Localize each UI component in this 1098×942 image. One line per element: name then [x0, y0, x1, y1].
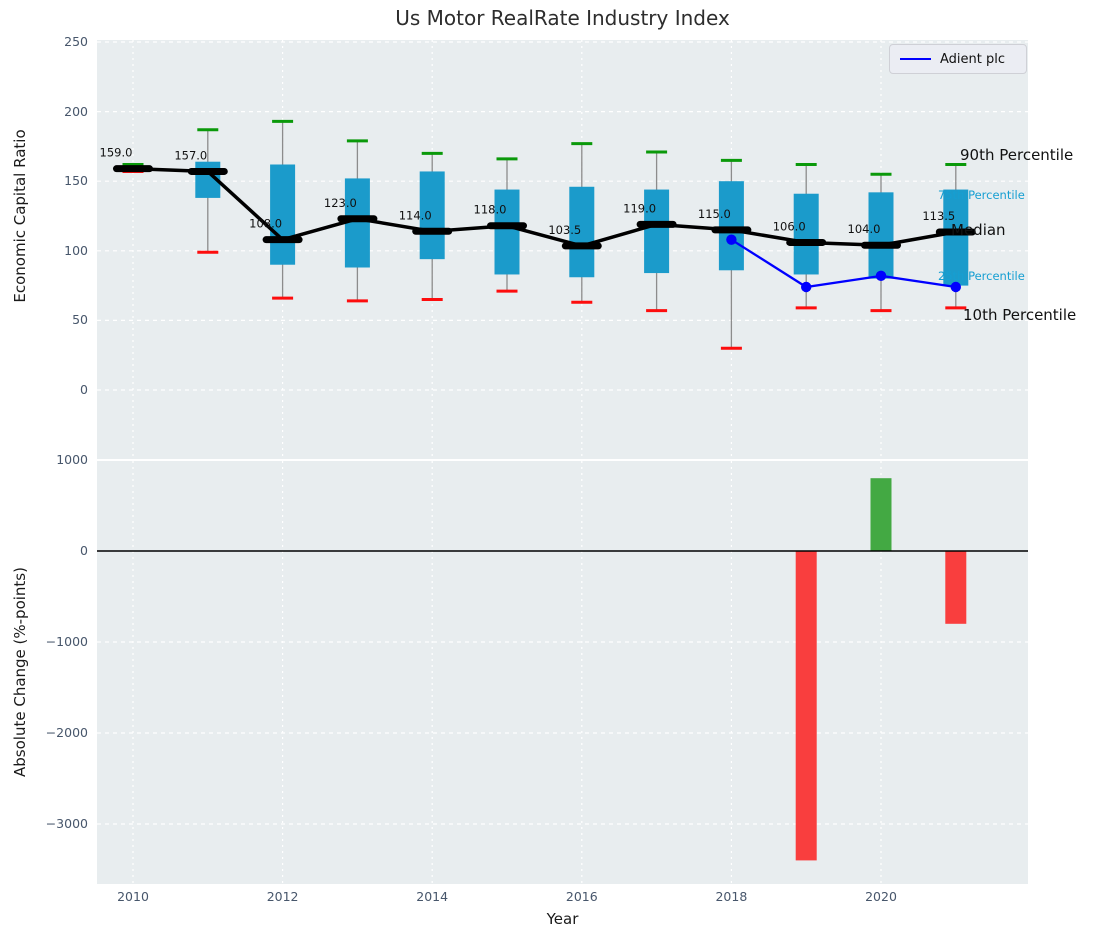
- top-panel-canvas: 159.0 157.0 108.0 123.0 114.0 118.0 103.5 119.0…: [97, 40, 1028, 459]
- median-value-label: 118.0: [474, 203, 507, 217]
- x-tick-2020: 2020: [851, 889, 911, 904]
- median-value-label: 159.0: [100, 146, 133, 160]
- annotation-10th-percentile: 10th Percentile: [963, 306, 1076, 324]
- iqr-box: [270, 164, 295, 264]
- adient-point: [951, 282, 961, 292]
- change-bar-2020: [871, 478, 892, 551]
- median-marker: [711, 226, 751, 233]
- median-marker: [337, 215, 377, 222]
- x-tick-2014: 2014: [402, 889, 462, 904]
- annotation-median: Median: [951, 221, 1006, 239]
- top-y-tick-150: 150: [26, 173, 88, 188]
- bottom-y-tick-1000: 1000: [26, 452, 88, 467]
- median-value-label: 123.0: [324, 196, 357, 210]
- top-y-tick-50: 50: [26, 312, 88, 327]
- x-axis-label: Year: [97, 910, 1028, 928]
- median-value-label: 103.5: [548, 223, 581, 237]
- median-value-label: 104.0: [848, 222, 881, 236]
- adient-point: [726, 234, 736, 244]
- annotation-90th-percentile: 90th Percentile: [960, 146, 1073, 164]
- top-panel: 159.0 157.0 108.0 123.0 114.0 118.0 103.5 119.0…: [97, 40, 1028, 459]
- annotation-75th-percentile: 75th Percentile: [938, 188, 1025, 202]
- x-tick-2018: 2018: [701, 889, 761, 904]
- median-marker: [188, 168, 228, 175]
- top-y-tick-200: 200: [26, 104, 88, 119]
- annotation-25th-percentile: 25th Percentile: [938, 269, 1025, 283]
- bottom-y-tick--2000: −2000: [26, 725, 88, 740]
- bottom-y-tick--3000: −3000: [26, 816, 88, 831]
- top-y-tick-250: 250: [26, 34, 88, 49]
- x-tick-2010: 2010: [103, 889, 163, 904]
- chart-title: Us Motor RealRate Industry Index: [97, 6, 1028, 30]
- change-bar-2019: [796, 551, 817, 860]
- median-value-label: 108.0: [249, 217, 282, 231]
- median-marker: [263, 236, 303, 243]
- median-value-label: 157.0: [174, 148, 207, 162]
- median-value-label: 119.0: [623, 201, 656, 215]
- iqr-box: [719, 181, 744, 270]
- median-marker: [562, 242, 602, 249]
- median-marker: [786, 239, 826, 246]
- legend-line-icon: [900, 58, 931, 60]
- top-y-tick-100: 100: [26, 243, 88, 258]
- x-tick-2012: 2012: [253, 889, 313, 904]
- median-value-label: 114.0: [399, 208, 432, 222]
- x-tick-2016: 2016: [552, 889, 612, 904]
- adient-line: [731, 240, 955, 287]
- legend-label: Adient plc: [940, 52, 1005, 67]
- adient-point: [801, 282, 811, 292]
- adient-point: [876, 271, 886, 281]
- change-bar-2021: [945, 551, 966, 624]
- figure: Us Motor RealRate Industry Index 159.015…: [0, 0, 1098, 942]
- median-marker: [412, 228, 452, 235]
- median-marker: [487, 222, 527, 229]
- median-marker: [861, 242, 901, 249]
- bottom-y-tick-0: 0: [26, 543, 88, 558]
- top-y-tick-0: 0: [26, 382, 88, 397]
- bottom-y-axis-label: Absolute Change (%-points): [11, 567, 29, 777]
- median-value-label: 115.0: [698, 207, 731, 221]
- bottom-y-tick--1000: −1000: [26, 634, 88, 649]
- median-trend-line: [133, 169, 956, 246]
- top-y-axis-label: Economic Capital Ratio: [11, 129, 29, 302]
- bottom-panel-canvas: [97, 461, 1028, 884]
- median-value-label: 106.0: [773, 219, 806, 233]
- median-marker: [113, 165, 153, 172]
- legend: Adient plc: [889, 44, 1027, 74]
- median-marker: [637, 221, 677, 228]
- iqr-box: [794, 194, 819, 275]
- bottom-panel: [97, 461, 1028, 884]
